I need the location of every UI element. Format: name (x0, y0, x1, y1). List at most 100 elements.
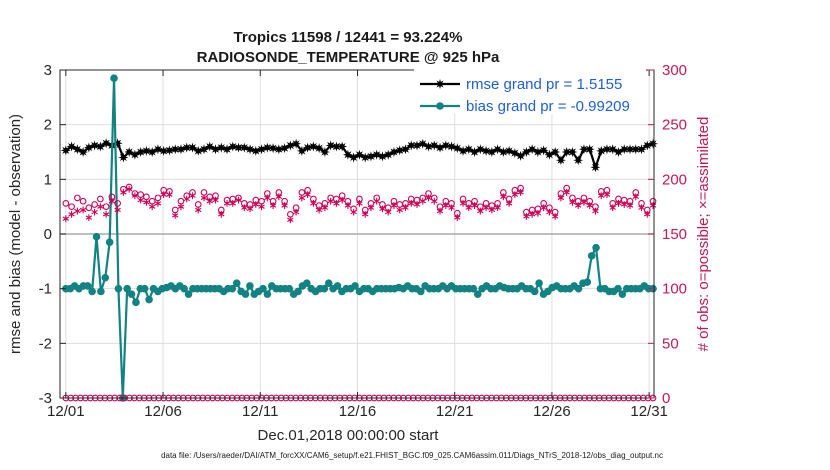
obs-assimilated-point (125, 185, 133, 193)
rmse-point (181, 142, 192, 153)
rmse-point (89, 140, 100, 151)
rmse-point (400, 144, 411, 155)
obs-assimilated-point (68, 210, 75, 218)
obs-assimilated-point (563, 189, 570, 196)
obs-assimilated-point (229, 199, 237, 207)
rmse-point (239, 142, 250, 153)
obs-assimilated-point (402, 204, 409, 212)
rmse-point (601, 144, 612, 155)
obs-assimilated-point (177, 203, 185, 211)
rmse-point (498, 147, 509, 157)
rmse-point (135, 147, 146, 157)
obs-assimilated-point (517, 189, 524, 196)
bias-point (535, 279, 543, 288)
legend: rmse grand pr = 1.5155 bias grand pr = -0… (414, 68, 646, 115)
obs-assimilated-point (315, 206, 323, 214)
obs-assimilated-point (189, 192, 196, 200)
obs-possible-point (85, 204, 93, 212)
chart-title: Tropics 11598 / 12441 = 93.224% (234, 29, 463, 46)
obs-assimilated-point (235, 196, 242, 204)
bias-point (105, 238, 114, 246)
obs-assimilated-point (448, 204, 455, 212)
obs-assimilated-point (304, 191, 311, 199)
obs-assimilated-point (292, 208, 300, 216)
obs-assimilated-point (534, 209, 542, 217)
y-axis-label-right: # of obs: o=possible; ×=assimilated (695, 117, 712, 352)
rmse-point (227, 141, 238, 152)
data-file-footer: data file: /Users/raeder/DAI/ATM_forcXX/… (161, 451, 663, 460)
rmse-point (475, 144, 486, 155)
obs-assimilated-point (62, 215, 70, 223)
y-right-tick-label: 200 (662, 171, 687, 188)
obs-assimilated-point (592, 207, 599, 215)
rmse-point (337, 141, 348, 152)
rmse-point (319, 147, 330, 157)
bias-point (180, 284, 188, 293)
obs-assimilated-point (195, 206, 202, 214)
obs-assimilated-point (615, 199, 622, 207)
rmse-point (412, 140, 422, 151)
obs-assimilated-point (344, 202, 352, 209)
series-1 (62, 74, 657, 402)
rmse-point (578, 144, 589, 155)
obs-assimilated-point (459, 199, 467, 207)
bias-point (416, 287, 425, 296)
rmse-point (394, 145, 405, 156)
y-axis-label: rmse and bias (model - observation) (7, 114, 24, 354)
obs-assimilated-point (338, 196, 346, 204)
bias-point (228, 284, 237, 293)
rmse-point (170, 144, 181, 155)
obs-assimilated-point (264, 194, 271, 202)
obs-assimilated-point (511, 191, 519, 199)
obs-assimilated-point (85, 214, 93, 221)
rmse-point (273, 144, 284, 155)
y-tick-label: -2 (39, 335, 52, 352)
obs-assimilated-point (626, 202, 634, 209)
series-layer (60, 74, 659, 402)
obs-assimilated-point (287, 216, 294, 224)
bias-point (132, 298, 140, 307)
obs-assimilated-point (131, 192, 139, 200)
rmse-point (308, 141, 319, 152)
rmse-point (590, 162, 601, 173)
bias-point (88, 287, 96, 296)
obs-assimilated-point (200, 194, 208, 202)
rmse-point (164, 145, 175, 156)
rmse-point (210, 144, 221, 155)
obs-assimilated-point (275, 193, 283, 201)
obs-assimilated-point (281, 202, 288, 209)
obs-assimilated-point (477, 207, 484, 215)
x-tick-label: 12/16 (339, 403, 377, 420)
rmse-point (388, 147, 399, 157)
rmse-point (515, 150, 526, 161)
obs-assimilated-point (143, 198, 150, 206)
obs-assimilated-point (223, 199, 231, 207)
obs-possible-point (62, 200, 70, 207)
obs-assimilated-point (505, 199, 513, 207)
obs-assimilated-point (361, 210, 369, 218)
obs-assimilated-point (609, 204, 616, 212)
rmse-point (555, 155, 566, 166)
obs-assimilated-point (171, 212, 179, 219)
obs-possible-point (79, 197, 87, 205)
rmse-point (596, 145, 607, 156)
obs-assimilated-point (500, 193, 507, 201)
rmse-point (256, 144, 267, 155)
obs-assimilated-point (79, 206, 87, 214)
rmse-point (245, 144, 256, 155)
obs-assimilated-point (269, 202, 277, 209)
bias-point (83, 282, 92, 290)
bias-point (583, 278, 592, 286)
obs-assimilated-point (252, 201, 260, 208)
rmse-point (371, 149, 382, 160)
rmse-point (573, 155, 584, 166)
obs-assimilated-point (148, 203, 156, 211)
chart-subtitle: RADIOSONDE_TEMPERATURE @ 925 hPa (197, 49, 500, 66)
rmse-point (152, 144, 163, 155)
obs-assimilated-point (310, 199, 317, 207)
obs-possible-point (97, 195, 104, 203)
rmse-point (331, 141, 342, 152)
bias-point (259, 284, 267, 293)
rmse-point (325, 140, 336, 151)
